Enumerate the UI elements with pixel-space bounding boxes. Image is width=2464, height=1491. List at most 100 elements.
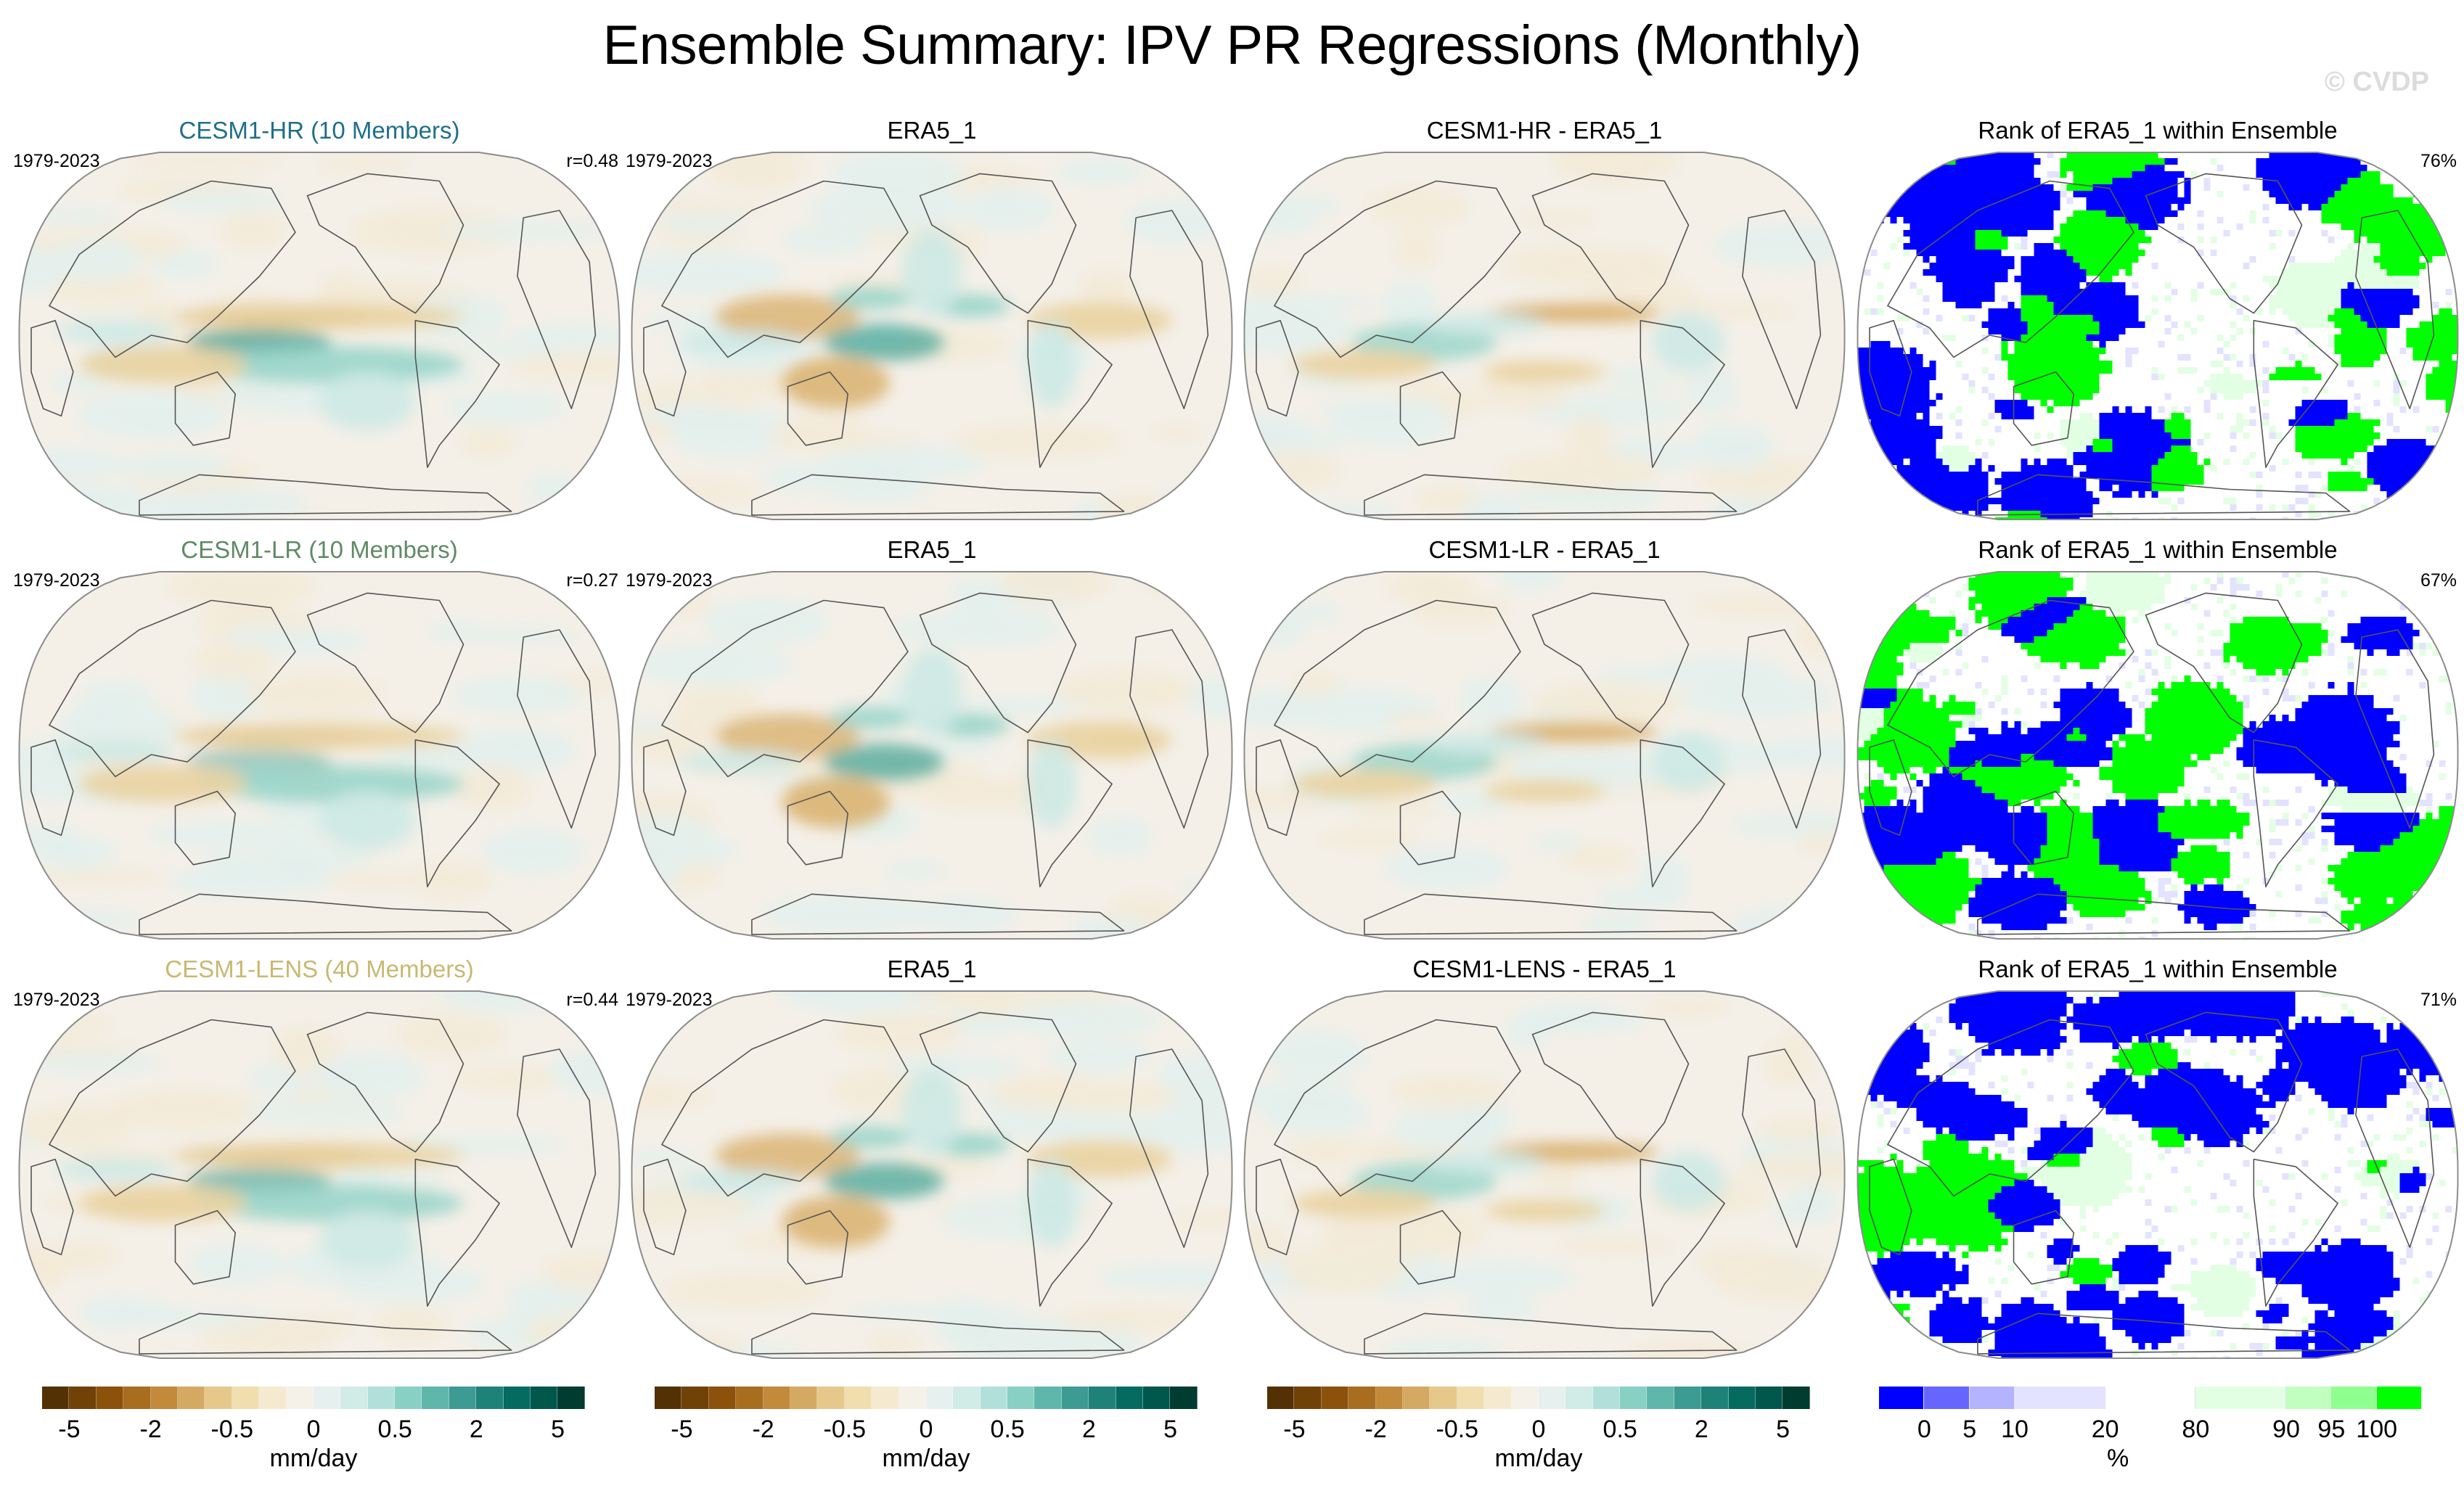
colorbar-tick-label: -0.5	[823, 1416, 867, 1443]
regression-field	[1292, 1142, 1725, 1222]
coastline-3	[1531, 1011, 1690, 1153]
colorbar-swatch	[1565, 1387, 1593, 1409]
colorbar-swatch	[1007, 1387, 1035, 1409]
colorbar-tick-label: 0	[306, 1416, 321, 1443]
field-anomaly-6	[901, 229, 962, 317]
colorbar-swatch	[1375, 1387, 1403, 1409]
colorbar-swatch	[2376, 1387, 2422, 1409]
coastline-1	[1256, 1159, 1299, 1256]
map-panel-ensemble-mean: CESM1-HR (10 Members) 1979-2023 r=0.48	[13, 116, 626, 537]
panel-title: CESM1-HR - ERA5_1	[1426, 117, 1663, 144]
colorbar-swatch	[1457, 1387, 1485, 1409]
colorbar-tick-label: -5	[58, 1416, 81, 1443]
colorbar-swatch	[1034, 1387, 1062, 1409]
coastline-1	[643, 1159, 687, 1256]
regression-field	[1292, 303, 1725, 383]
coastline-0	[49, 599, 296, 778]
coastline-3	[306, 592, 464, 734]
coastlines	[30, 173, 597, 516]
regression-field	[679, 648, 1172, 829]
colorbar-swatch	[340, 1387, 368, 1409]
field-anomaly-2	[1424, 732, 1544, 755]
colorbar-tick-label: 0	[1531, 1416, 1546, 1443]
colorbar-swatch	[655, 1387, 682, 1409]
map-panel-difference: CESM1-LENS - ERA5_1	[1238, 955, 1851, 1376]
colorbar-swatch	[150, 1387, 178, 1409]
map-border	[631, 571, 1233, 940]
map	[1243, 152, 1846, 520]
colorbar-swatch	[1430, 1387, 1457, 1409]
colorbar-swatch	[763, 1387, 790, 1409]
colorbar-tick-label: -5	[671, 1416, 693, 1443]
coastline-5	[517, 629, 597, 829]
map-panel-difference: CESM1-HR - ERA5_1	[1238, 116, 1851, 537]
field-anomaly-1	[782, 357, 891, 409]
colorbar-swatch	[286, 1387, 314, 1409]
coastline-3	[306, 173, 464, 314]
colorbar-tick-label: 5	[1776, 1416, 1790, 1443]
colorbar-swatches	[655, 1387, 1198, 1409]
field-anomaly-6	[55, 1159, 176, 1182]
map-panel-rank: Rank of ERA5_1 within Ensemble 71%	[1851, 955, 2464, 1376]
coastlines	[1256, 173, 1822, 516]
colorbar-swatch	[1294, 1387, 1322, 1409]
regression-field	[55, 723, 464, 850]
coastline-3	[919, 592, 1077, 734]
field-anomaly-3	[1484, 361, 1605, 383]
coastline-0	[661, 1019, 909, 1197]
map	[18, 152, 621, 520]
panel-title: CESM1-LENS (40 Members)	[165, 956, 474, 982]
coastline-2	[174, 1209, 237, 1285]
map	[18, 571, 621, 940]
coastline-0	[49, 1019, 296, 1197]
colorbar-tick-label: 0.5	[377, 1416, 412, 1443]
colorbar-swatch	[790, 1387, 818, 1409]
colorbar-unit-label: mm/day	[269, 1445, 358, 1472]
colorbar-tick-label: -0.5	[1436, 1416, 1479, 1443]
coastlines	[1869, 173, 2435, 516]
regression-field	[55, 1143, 464, 1270]
colorbar-unit-label: mm/day	[882, 1445, 970, 1472]
coastline-4	[414, 320, 500, 469]
precip-colorbar: -5 -2 -0.5 0 0.5 2 5 mm/day	[655, 1387, 1198, 1481]
field-anomaly-7	[1028, 320, 1076, 409]
map	[1857, 571, 2459, 940]
colorbar-swatch	[69, 1387, 97, 1409]
field-anomaly-5	[1652, 1151, 1725, 1211]
colorbar-swatch	[1620, 1387, 1648, 1409]
coastline-2	[174, 790, 237, 866]
map-border	[631, 990, 1233, 1359]
coastline-6	[1977, 1313, 2351, 1355]
colorbar-swatch	[1348, 1387, 1376, 1409]
colorbar-tick-label: 80	[2182, 1416, 2210, 1443]
period-label: 1979-2023	[626, 151, 713, 171]
colorbar-swatch	[449, 1387, 477, 1409]
panel-title: ERA5_1	[887, 536, 977, 563]
pattern-correlation-label: r=0.27	[566, 570, 618, 591]
field-anomaly-7	[1028, 739, 1076, 829]
colorbar-swatches	[1879, 1387, 2422, 1409]
colorbar-swatch	[177, 1387, 205, 1409]
colorbar-tick-label: 0.5	[990, 1416, 1025, 1443]
coastline-1	[1869, 1159, 1912, 1256]
coastline-4	[414, 739, 500, 888]
regression-field	[55, 304, 464, 431]
map-border	[631, 152, 1233, 520]
coastlines	[1869, 1011, 2435, 1355]
colorbar-swatch	[557, 1387, 585, 1409]
field-anomaly-5	[79, 765, 247, 802]
precip-colorbar: -5 -2 -0.5 0 0.5 2 5 mm/day	[1267, 1387, 1810, 1481]
field-anomaly-1	[782, 1196, 891, 1248]
colorbar-swatch	[1647, 1387, 1674, 1409]
rank-percent-label: 71%	[2420, 990, 2457, 1010]
colorbar-swatch	[1538, 1387, 1566, 1409]
coastline-5	[517, 210, 597, 410]
coastlines	[30, 592, 597, 935]
map-panel-observation: ERA5_1 1979-2023	[626, 955, 1238, 1376]
coastline-6	[1364, 1313, 1738, 1355]
coastline-1	[643, 320, 687, 417]
coastline-0	[1274, 180, 1521, 358]
coastline-6	[1364, 893, 1738, 935]
coastline-6	[1977, 893, 2351, 935]
coastline-1	[1256, 739, 1299, 837]
